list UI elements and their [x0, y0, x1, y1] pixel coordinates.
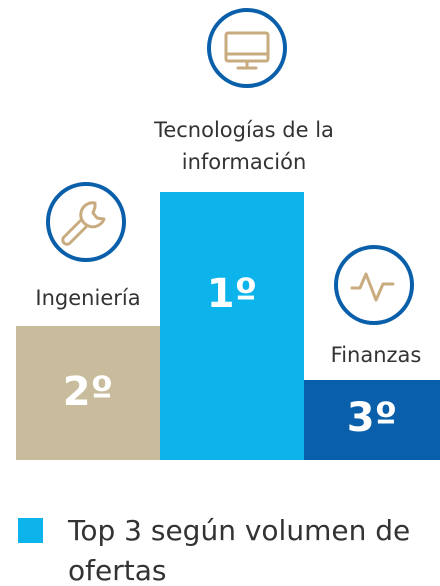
icon-monitor	[207, 8, 287, 88]
podium-label: Tecnologías de la	[153, 118, 334, 142]
legend-text: ofertas	[68, 554, 166, 586]
legend-swatch	[18, 518, 43, 543]
podium-bar-1	[160, 192, 304, 460]
podium-bar-3	[304, 380, 440, 460]
rank-label: 3º	[347, 395, 397, 441]
podium-label: información	[182, 150, 307, 174]
podium-bar-2	[16, 326, 160, 460]
icon-pulse	[334, 245, 414, 325]
rank-label: 1º	[207, 271, 257, 317]
rank-label: 2º	[63, 369, 113, 415]
icon-wrench	[46, 182, 126, 262]
podium-label: Ingeniería	[35, 286, 140, 310]
legend-text: Top 3 según volumen de	[67, 514, 410, 547]
podium-label: Finanzas	[331, 343, 422, 367]
